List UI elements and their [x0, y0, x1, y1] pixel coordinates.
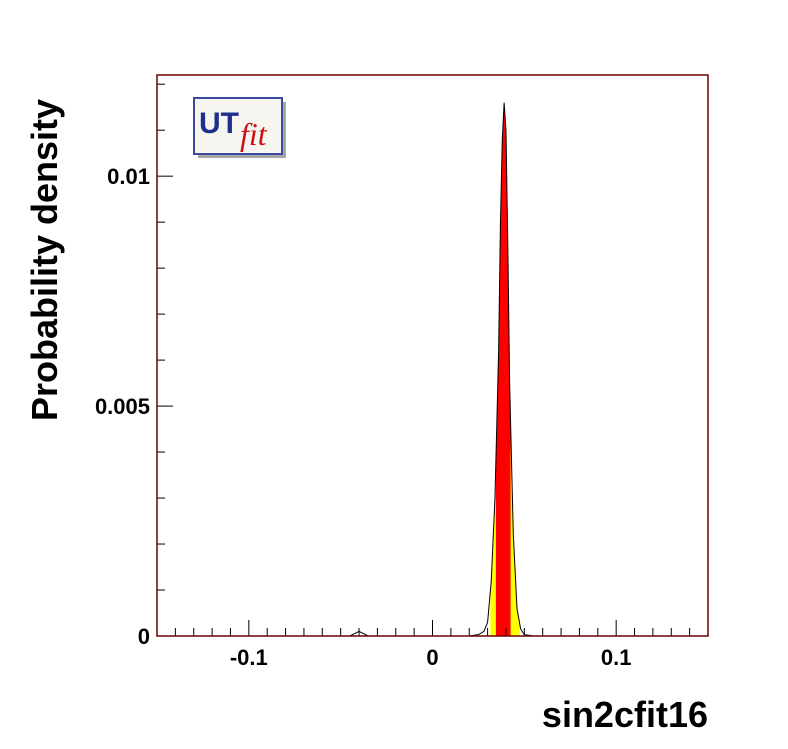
- x-tick-label: -0.1: [230, 645, 268, 670]
- logo-ut-text: UT: [199, 107, 239, 140]
- y-tick-label: 0.005: [95, 394, 150, 419]
- x-axis-title: sin2cfit16: [542, 694, 708, 735]
- axis-ticks: [156, 83, 709, 637]
- y-axis-title: Probability density: [24, 99, 65, 421]
- y-tick-label: 0: [138, 624, 150, 649]
- tick-labels: -0.1 0 0.1 0 0.005 0.01: [95, 164, 632, 670]
- x-tick-label: 0: [426, 645, 438, 670]
- x-tick-label: 0.1: [601, 645, 632, 670]
- plot-frame: [156, 74, 709, 637]
- utfit-logo: UT fit: [193, 97, 286, 158]
- confidence-band-68pct: [495, 105, 511, 637]
- confidence-bands: [490, 105, 520, 637]
- y-tick-label: 0.01: [107, 164, 150, 189]
- density-curve: [157, 102, 708, 637]
- logo-fit-text: fit: [240, 116, 268, 152]
